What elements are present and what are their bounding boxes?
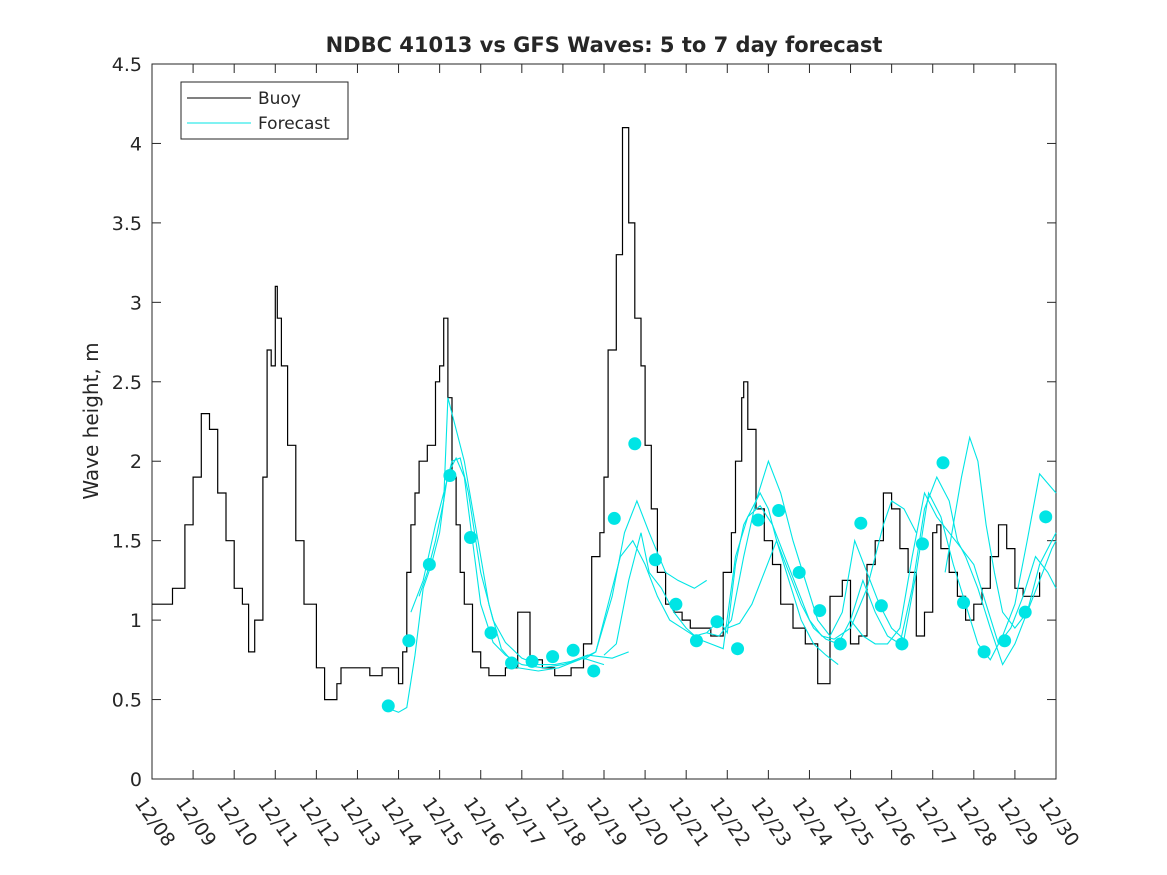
forecast-marker <box>813 604 827 618</box>
legend: Buoy Forecast <box>180 81 349 140</box>
forecast-marker <box>381 699 395 713</box>
y-tick-label: 1 <box>130 610 142 632</box>
forecast-marker <box>628 437 642 451</box>
forecast-marker <box>792 565 806 579</box>
y-tick-label: 3 <box>130 292 142 314</box>
legend-buoy-label: Buoy <box>258 89 301 109</box>
forecast-markers <box>381 437 1053 713</box>
y-tick-label: 0.5 <box>112 690 142 712</box>
plot-area <box>151 63 1057 780</box>
forecast-marker <box>895 637 909 651</box>
forecast-marker <box>443 469 457 483</box>
forecast-marker <box>936 456 950 470</box>
forecast-marker <box>977 645 991 659</box>
forecast-marker <box>998 634 1012 648</box>
forecast-series-7 <box>727 475 1057 666</box>
y-tick-label: 0 <box>130 769 142 791</box>
forecast-marker <box>546 650 560 664</box>
forecast-marker <box>833 637 847 651</box>
y-axis-label: Wave height, m <box>79 342 103 499</box>
y-tick-label: 4 <box>130 133 142 155</box>
forecast-marker <box>957 596 971 610</box>
forecast-marker <box>422 558 436 571</box>
forecast-series-1 <box>390 456 605 713</box>
legend-forecast-label: Forecast <box>258 114 330 134</box>
axes-box <box>151 63 1057 780</box>
y-tick-label: 3.5 <box>112 213 142 235</box>
forecast-marker <box>1018 605 1032 619</box>
forecast-series-4 <box>583 491 839 666</box>
forecast-marker <box>566 643 580 657</box>
y-axis: 0 0.5 1 1.5 2 2.5 3 3.5 4 4.5 <box>112 54 1056 791</box>
forecast-marker <box>484 626 498 640</box>
forecast-marker <box>525 654 539 668</box>
forecast-marker <box>874 599 888 613</box>
forecast-marker <box>751 513 765 527</box>
forecast-marker <box>669 597 683 611</box>
legend-box <box>180 81 349 140</box>
y-tick-label: 2 <box>130 451 142 473</box>
forecast-marker <box>648 553 662 567</box>
forecast-marker <box>607 511 621 525</box>
forecast-marker <box>854 516 868 530</box>
forecast-marker <box>689 634 703 648</box>
chart-title: NDBC 41013 vs GFS Waves: 5 to 7 day fore… <box>326 33 883 57</box>
forecast-marker <box>710 615 724 629</box>
forecast-series-8 <box>850 491 1057 646</box>
forecast-marker <box>587 664 601 678</box>
forecast-marker <box>463 530 477 544</box>
forecast-marker <box>915 537 929 551</box>
y-tick-label: 4.5 <box>112 54 142 76</box>
forecast-marker <box>731 642 745 656</box>
forecast-marker <box>1039 510 1053 524</box>
forecast-marker <box>772 503 786 517</box>
forecast-series-3 <box>418 397 707 672</box>
y-tick-label: 2.5 <box>112 372 142 394</box>
buoy-series <box>152 127 1041 701</box>
forecast-marker <box>505 656 519 670</box>
y-tick-label: 1.5 <box>112 531 142 553</box>
forecast-marker <box>402 634 416 648</box>
forecast-series-9 <box>944 435 1057 629</box>
